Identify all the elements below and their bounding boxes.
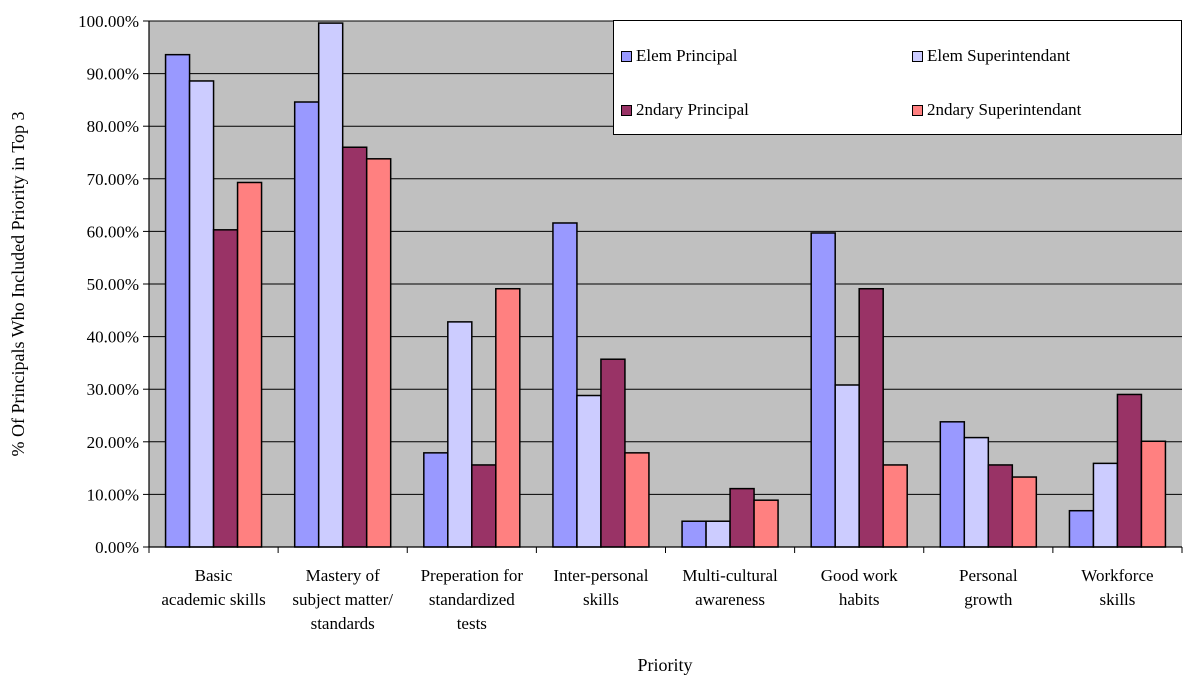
x-tick-label: Basic academic skills [161, 566, 265, 609]
bar [834, 384, 860, 548]
legend-item-elem-superintendant: Elem Superintendant [912, 46, 1070, 66]
bar [447, 321, 473, 548]
x-tick-label: Workforce skills [1081, 566, 1153, 609]
bar [471, 464, 497, 548]
bar [236, 181, 263, 548]
bar [624, 452, 650, 548]
y-tick-label: 50.00% [87, 275, 139, 294]
bar [987, 464, 1014, 548]
legend-item-2ndary-principal: 2ndary Principal [621, 100, 749, 120]
legend-swatch [912, 50, 923, 62]
legend-swatch [912, 104, 923, 116]
legend-swatch [621, 50, 632, 62]
bar [317, 22, 344, 548]
y-axis-title: % Of Principals Who Included Priority in… [8, 111, 28, 456]
bar [293, 101, 320, 548]
bar [729, 487, 755, 548]
bar [600, 358, 626, 548]
legend-item-elem-principal: Elem Principal [621, 46, 738, 66]
y-tick-label: 40.00% [87, 328, 139, 347]
x-tick-label: Personal growth [959, 566, 1018, 609]
y-tick-label: 30.00% [87, 380, 139, 399]
bar [810, 232, 836, 548]
bar [365, 158, 392, 548]
y-tick-label: 70.00% [87, 170, 139, 189]
x-tick-label: Inter-personal skills [553, 566, 648, 609]
bar [423, 452, 449, 548]
x-tick-label: Mastery of subject matter/standards [292, 566, 393, 633]
bar [341, 146, 368, 548]
bar [1092, 462, 1119, 548]
axes: 0.00% 10.00% 20.00% 30.00% 40.00% 50.00% 60.00… [78, 12, 1183, 633]
x-tick-label: Multi-cultural awareness [682, 566, 778, 609]
bar [1116, 393, 1143, 548]
y-tick-label: 90.00% [87, 65, 139, 84]
bar [1068, 509, 1095, 548]
bar [552, 222, 578, 548]
bar [963, 436, 990, 548]
y-tick-label: 100.00% [78, 12, 139, 31]
x-axis-title: Priority [637, 655, 692, 675]
legend-label: Elem Superintendant [927, 46, 1071, 65]
bar [939, 421, 966, 548]
bar [705, 520, 731, 548]
y-tick-label: 10.00% [87, 485, 139, 504]
bar [1011, 476, 1038, 548]
bar [882, 464, 908, 548]
legend: Elem Principal Elem Superintendant 2ndar… [613, 20, 1182, 135]
bar [858, 287, 884, 548]
x-tick-label: Preperation for standardized tests [421, 566, 524, 633]
bar [188, 80, 215, 548]
bar [753, 499, 779, 548]
legend-label: 2ndary Superintendant [927, 100, 1082, 119]
y-tick-label: 0.00% [95, 538, 139, 557]
legend-label: 2ndary Principal [636, 100, 749, 119]
bars [164, 22, 1167, 548]
bar [212, 229, 239, 548]
y-tick-label: 20.00% [87, 433, 139, 452]
legend-label: Elem Principal [636, 46, 738, 65]
bar [1140, 440, 1167, 548]
bar [681, 520, 707, 548]
bar [164, 53, 191, 548]
y-tick-label: 80.00% [87, 117, 139, 136]
y-tick-label: 60.00% [87, 222, 139, 241]
x-tick-label: Good work habits [821, 566, 898, 609]
bar [495, 287, 521, 548]
legend-swatch [621, 104, 632, 116]
legend-item-2ndary-superintendant: 2ndary Superintendant [912, 100, 1081, 120]
bar [576, 394, 602, 548]
